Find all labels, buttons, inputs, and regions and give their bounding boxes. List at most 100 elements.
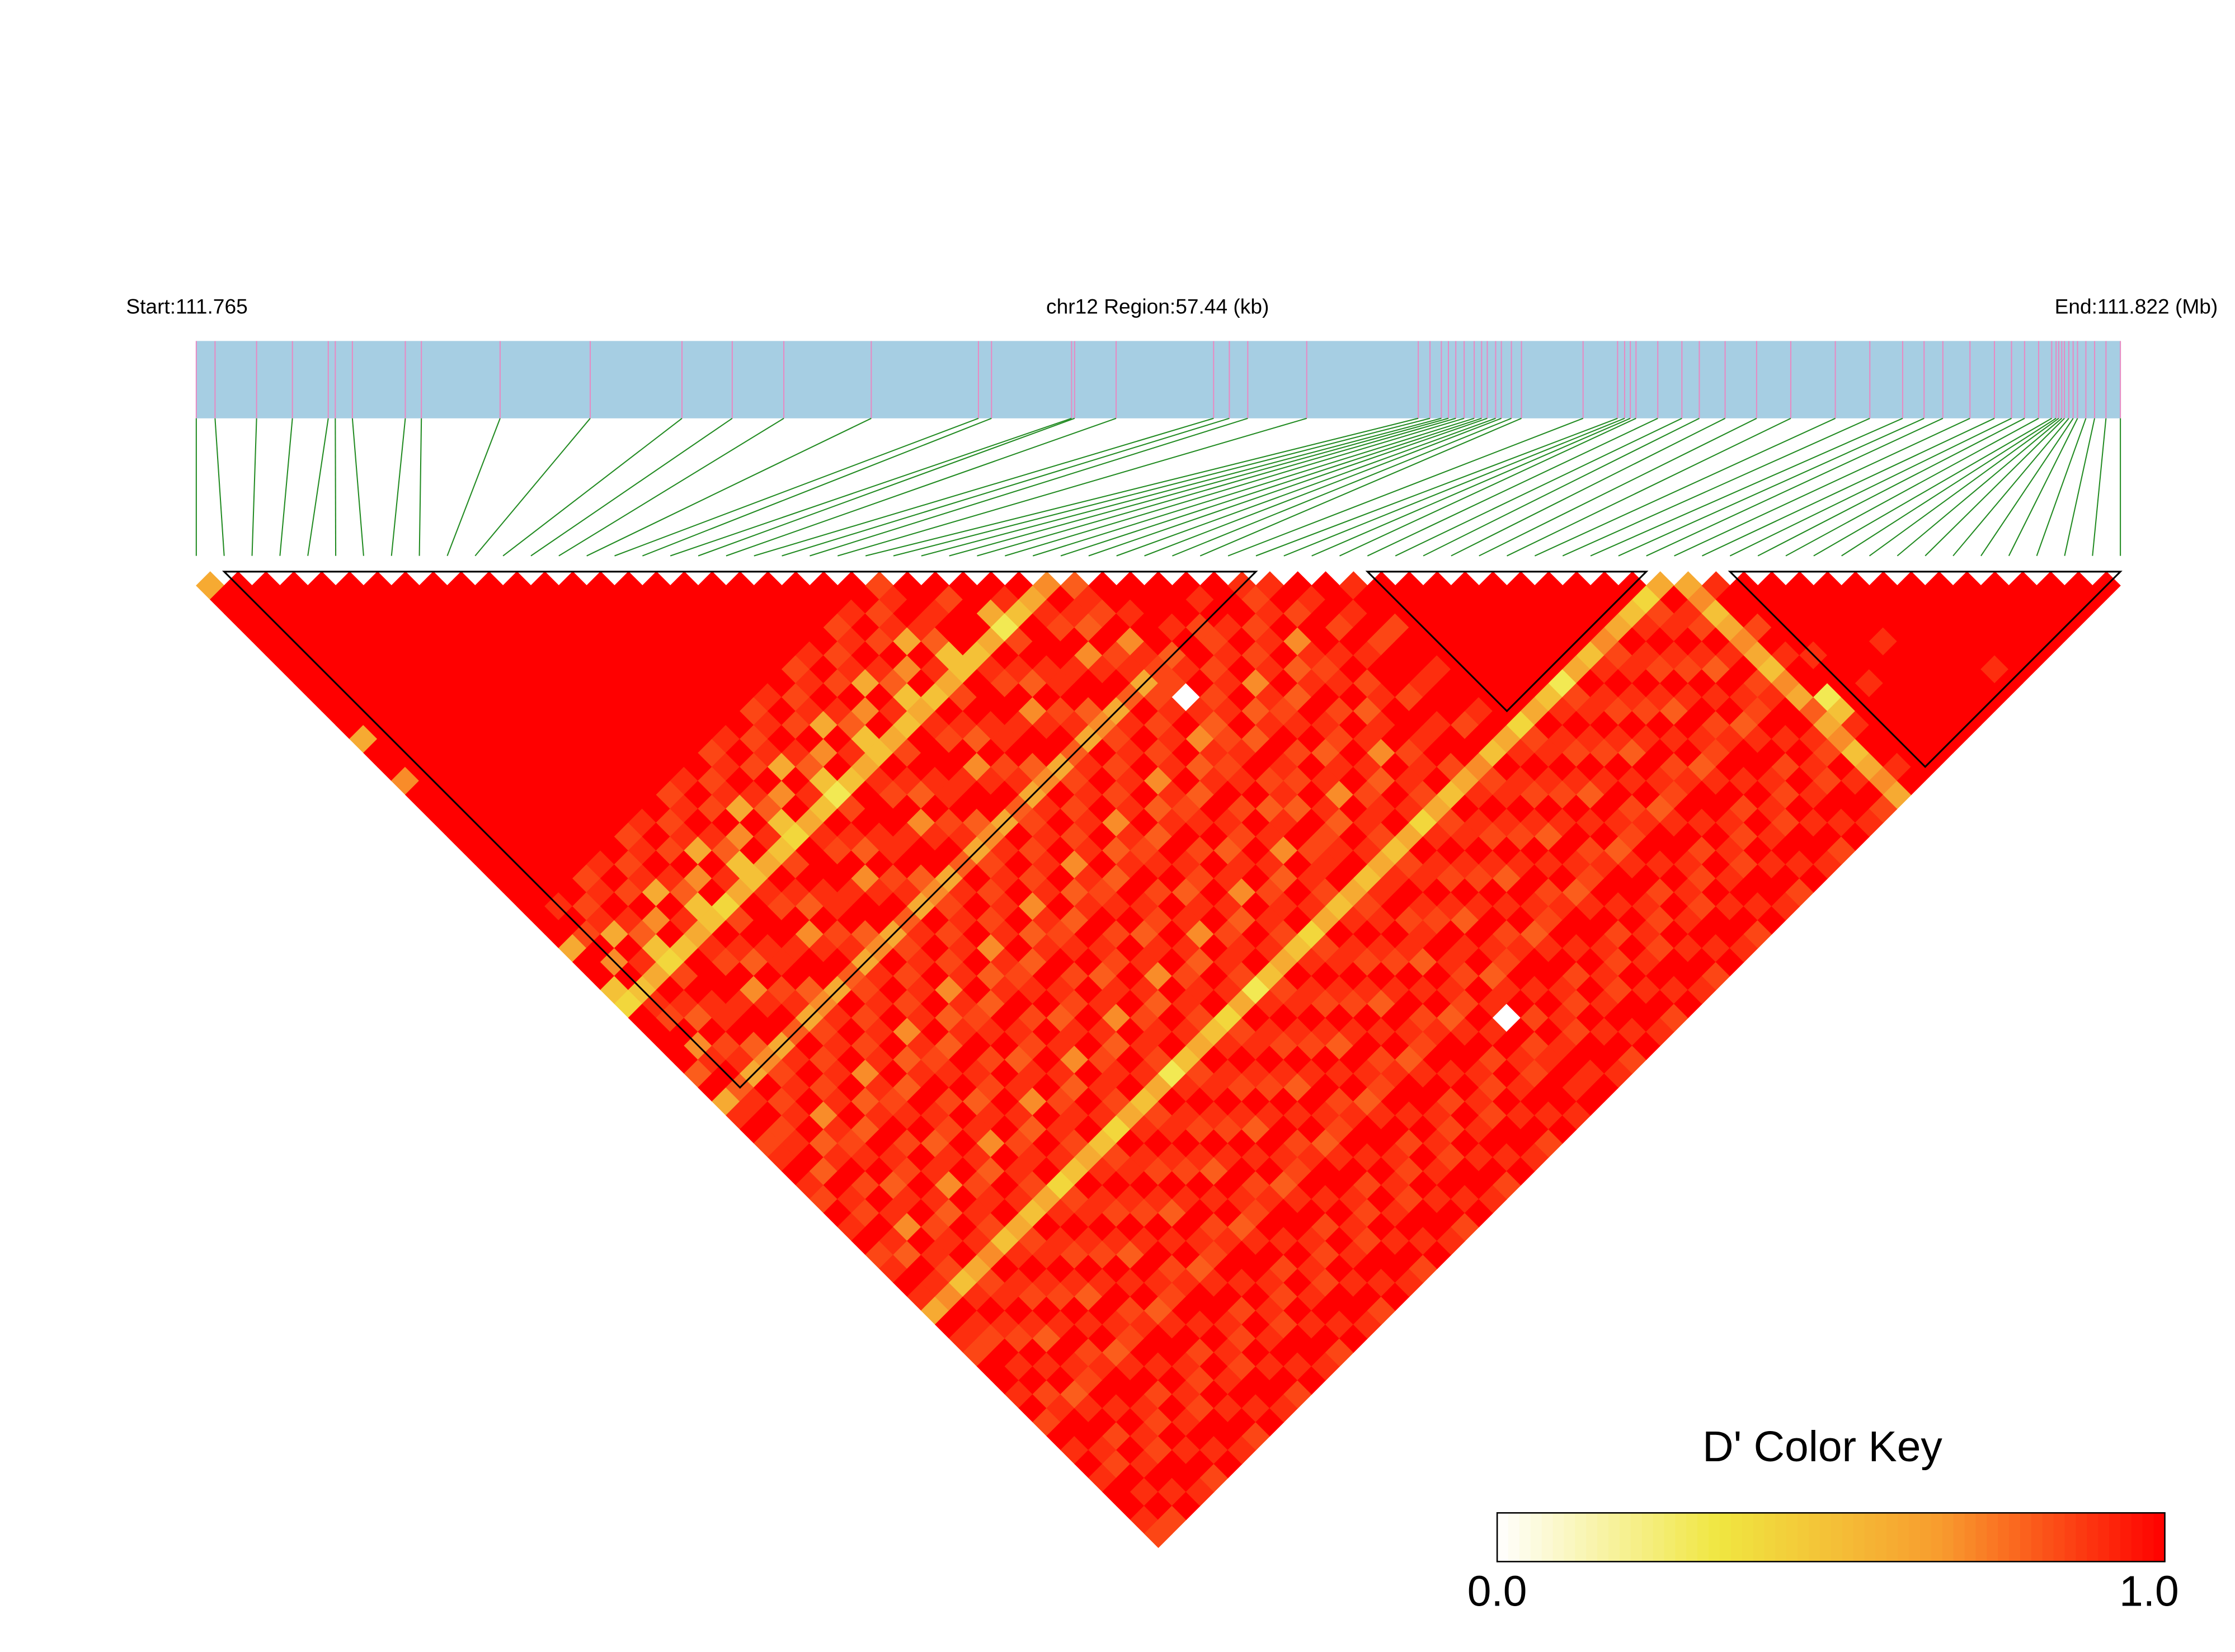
color-key-swatch [1697,1513,1709,1562]
snp-link [1311,417,1631,557]
snp-link [1813,417,2052,557]
snp-link [1702,417,1995,557]
color-key-swatch [2031,1513,2043,1562]
color-key-swatch [1775,1513,1787,1562]
snp-link [698,417,1075,557]
color-key-swatch [1909,1513,1921,1562]
color-key-swatch [1719,1513,1731,1562]
color-key-swatch [1819,1513,1832,1562]
snp-link [1729,417,2012,557]
snp-link [1283,417,1625,557]
snp-link [893,417,1431,557]
snp-link [390,418,406,556]
snp-link [446,418,501,557]
snp-link [1088,417,1488,557]
snp-link [586,417,872,557]
snp-link [921,417,1442,557]
color-key-swatch [1742,1513,1754,1562]
color-key-swatch [1686,1513,1698,1562]
color-key-swatch [1998,1513,2010,1562]
color-key-swatch [1497,1513,1509,1562]
color-key-label: 1.0 [2119,1568,2179,1616]
color-key-swatch [1931,1513,1943,1562]
color-key-swatch [1519,1513,1531,1562]
start-label: Start:111.765 [126,294,247,318]
color-key-swatch [1942,1513,1954,1562]
color-key-swatch [1541,1513,1554,1562]
color-key-swatch [1508,1513,1520,1562]
color-key-swatch [1664,1513,1676,1562]
color-key-swatch [1964,1513,1977,1562]
color-key-swatch [2131,1513,2143,1562]
color-key-swatch [2087,1513,2098,1562]
snp-link [1534,417,1836,557]
snp-link [474,418,591,557]
snp-link [1757,417,2025,557]
snp-link [1005,417,1465,557]
snp-link [502,417,683,557]
snp-link [837,417,1307,557]
color-key-swatch [1564,1513,1576,1562]
color-key-label: 0.0 [1467,1568,1527,1616]
color-key-swatch [1764,1513,1776,1562]
snp-link [307,418,329,556]
color-key-swatch [1753,1513,1765,1562]
snp-link [865,417,1419,557]
snp-link [279,418,293,556]
snp-link [1227,417,1584,557]
snp-link [1032,417,1475,557]
snp-link [1952,418,2069,557]
snp-link [558,417,784,557]
color-key-swatch [1619,1513,1631,1562]
snp-link [1897,418,2063,557]
snp-link [530,417,733,557]
color-key-swatch [1987,1513,1998,1562]
snp-link [977,417,1456,557]
snp-link [2092,418,2107,556]
snp-link [2064,418,2096,556]
snp-link [418,418,422,556]
snp-link [1395,417,1682,557]
color-key-swatch [1709,1513,1720,1562]
color-key-swatch [2053,1513,2065,1562]
color-key-swatch [1575,1513,1587,1562]
snp-link [1060,417,1482,557]
color-key-swatch [2076,1513,2088,1562]
snp-link [642,417,992,557]
snp-link [782,417,1230,557]
region-label: chr12 Region:57.44 (kb) [1046,294,1269,318]
color-key-swatch [1842,1513,1854,1562]
color-key-swatch [2109,1513,2121,1562]
snp-link [1841,417,2057,557]
color-key-swatch [2153,1513,2166,1562]
ld-block [1728,571,2123,768]
snp-link [726,417,1117,557]
color-key-swatch [1898,1513,1909,1562]
color-key-swatch [1875,1513,1888,1562]
snp-link [1507,417,1791,557]
snp-link [1172,417,1512,557]
snp-link [1618,417,1925,557]
snp-link [949,417,1449,557]
snp-link [1785,417,2039,557]
snp-link [2036,418,2087,556]
snp-link [1451,417,1726,557]
color-key-swatch [1653,1513,1665,1562]
color-key-title: D' Color Key [1702,1423,1942,1471]
color-key-swatch [1597,1513,1609,1562]
color-key-swatch [1853,1513,1865,1562]
ld-block [1365,571,1649,713]
snp-link [1562,417,1870,557]
snp-link [351,418,364,556]
snp-link [1199,417,1522,557]
snp-link [1367,417,1658,557]
snp-link [2008,418,2078,557]
snp-link [1980,418,2074,557]
end-label: End:111.822 (Mb) [2055,294,2218,318]
color-key-swatch [1608,1513,1620,1562]
snp-link [251,418,257,556]
color-key-frame [1496,1512,2166,1562]
color-key-swatch [1831,1513,1843,1562]
